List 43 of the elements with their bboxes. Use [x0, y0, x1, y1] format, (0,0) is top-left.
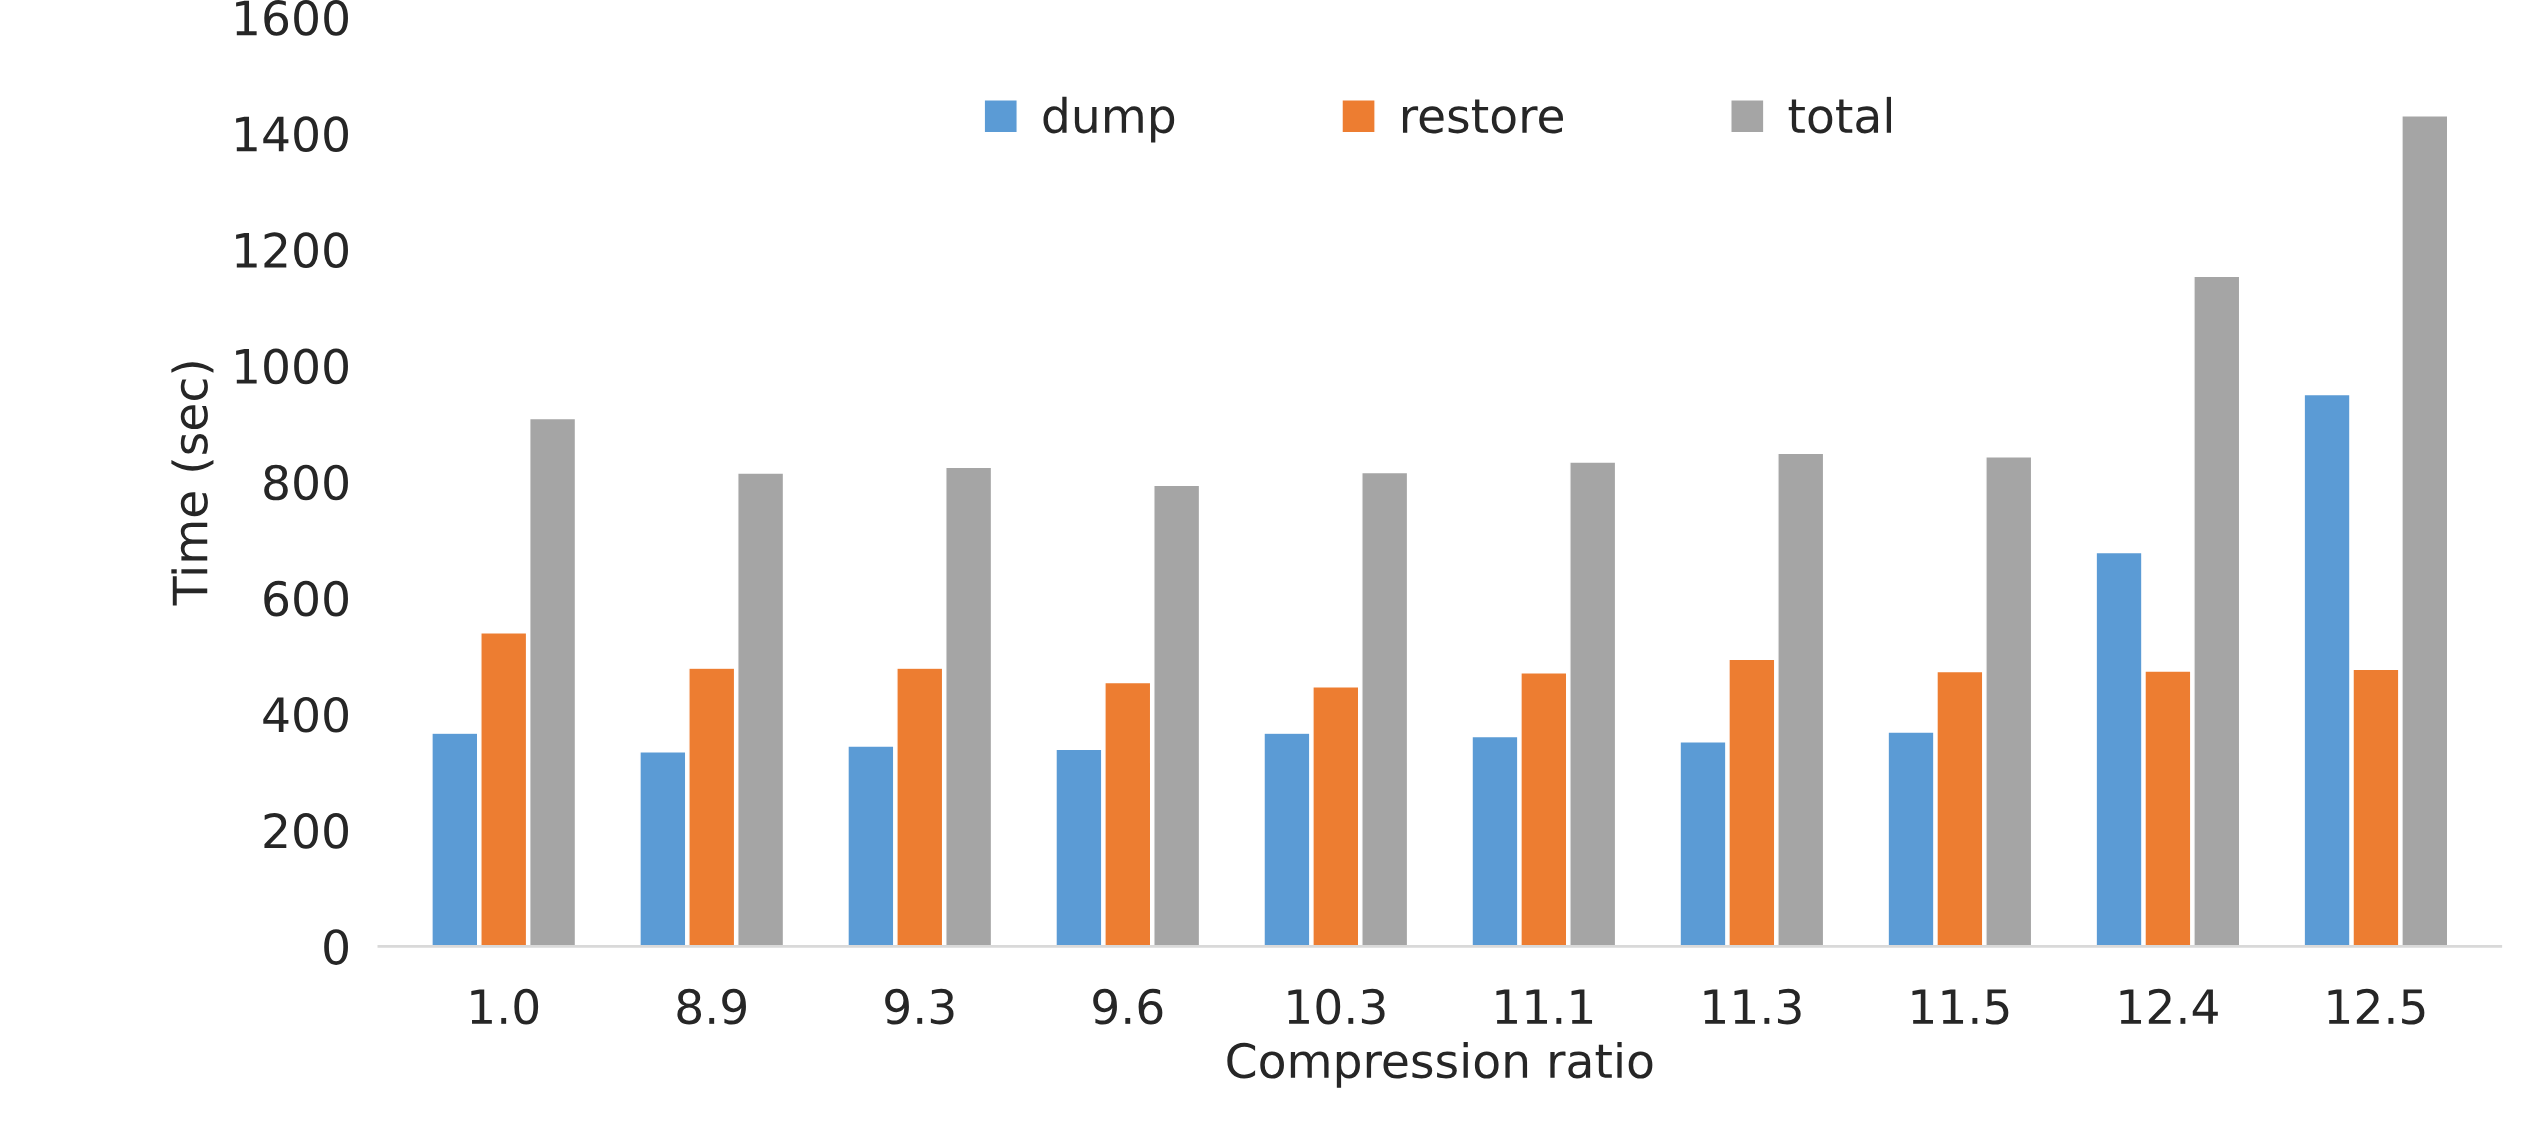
bar: [1361, 471, 1409, 947]
bar: [639, 751, 687, 947]
y-tick-label: 800: [264, 464, 348, 501]
bar: [945, 466, 993, 947]
x-tick-label: 9.6: [1093, 988, 1163, 1025]
bar: [431, 732, 479, 947]
bar: [1312, 686, 1360, 947]
bar: [688, 667, 736, 947]
bar: [2193, 275, 2241, 947]
y-tick-label: 1000: [236, 348, 348, 385]
y-axis-title: Time (sec): [171, 362, 214, 606]
x-tick-label: 12.4: [2120, 988, 2218, 1024]
legend-label: dump: [1043, 96, 1175, 143]
x-tick-label: 12.5: [2328, 988, 2425, 1025]
y-tick-label: 400: [263, 696, 348, 733]
bar: [1153, 484, 1201, 947]
bar: [1985, 456, 2033, 947]
x-tick-label: 11.3: [1704, 988, 1801, 1025]
y-tick-label: 200: [264, 813, 348, 849]
legend-label: total: [1788, 96, 1892, 134]
x-tick-label: 9.3: [885, 988, 954, 1025]
bar: [847, 745, 895, 947]
y-tick-label: 1200: [236, 232, 348, 269]
bar: [1055, 748, 1103, 947]
y-tick-label: 0: [324, 929, 348, 965]
x-tick-label: 8.9: [677, 988, 746, 1025]
y-tick-label: 600: [264, 580, 348, 617]
x-tick-label: 10.3: [1288, 988, 1385, 1025]
bar: [896, 667, 944, 947]
y-tick-label: 1400: [236, 116, 348, 152]
bar: [529, 417, 577, 947]
y-tick-label: 1600: [236, 0, 348, 36]
x-tick-label: 11.1: [1496, 989, 1593, 1024]
x-axis-title: Compression ratio: [1227, 1041, 1653, 1088]
x-tick-label: 11.5: [1912, 989, 2009, 1025]
x-tick-label: 1.0: [471, 988, 539, 1025]
bar: [1104, 681, 1152, 947]
bar: [1777, 452, 1825, 947]
bar: [1569, 461, 1617, 947]
bar: [1263, 732, 1311, 947]
legend-label: restore: [1402, 99, 1563, 134]
bar: [480, 632, 528, 947]
bar: [737, 472, 785, 947]
